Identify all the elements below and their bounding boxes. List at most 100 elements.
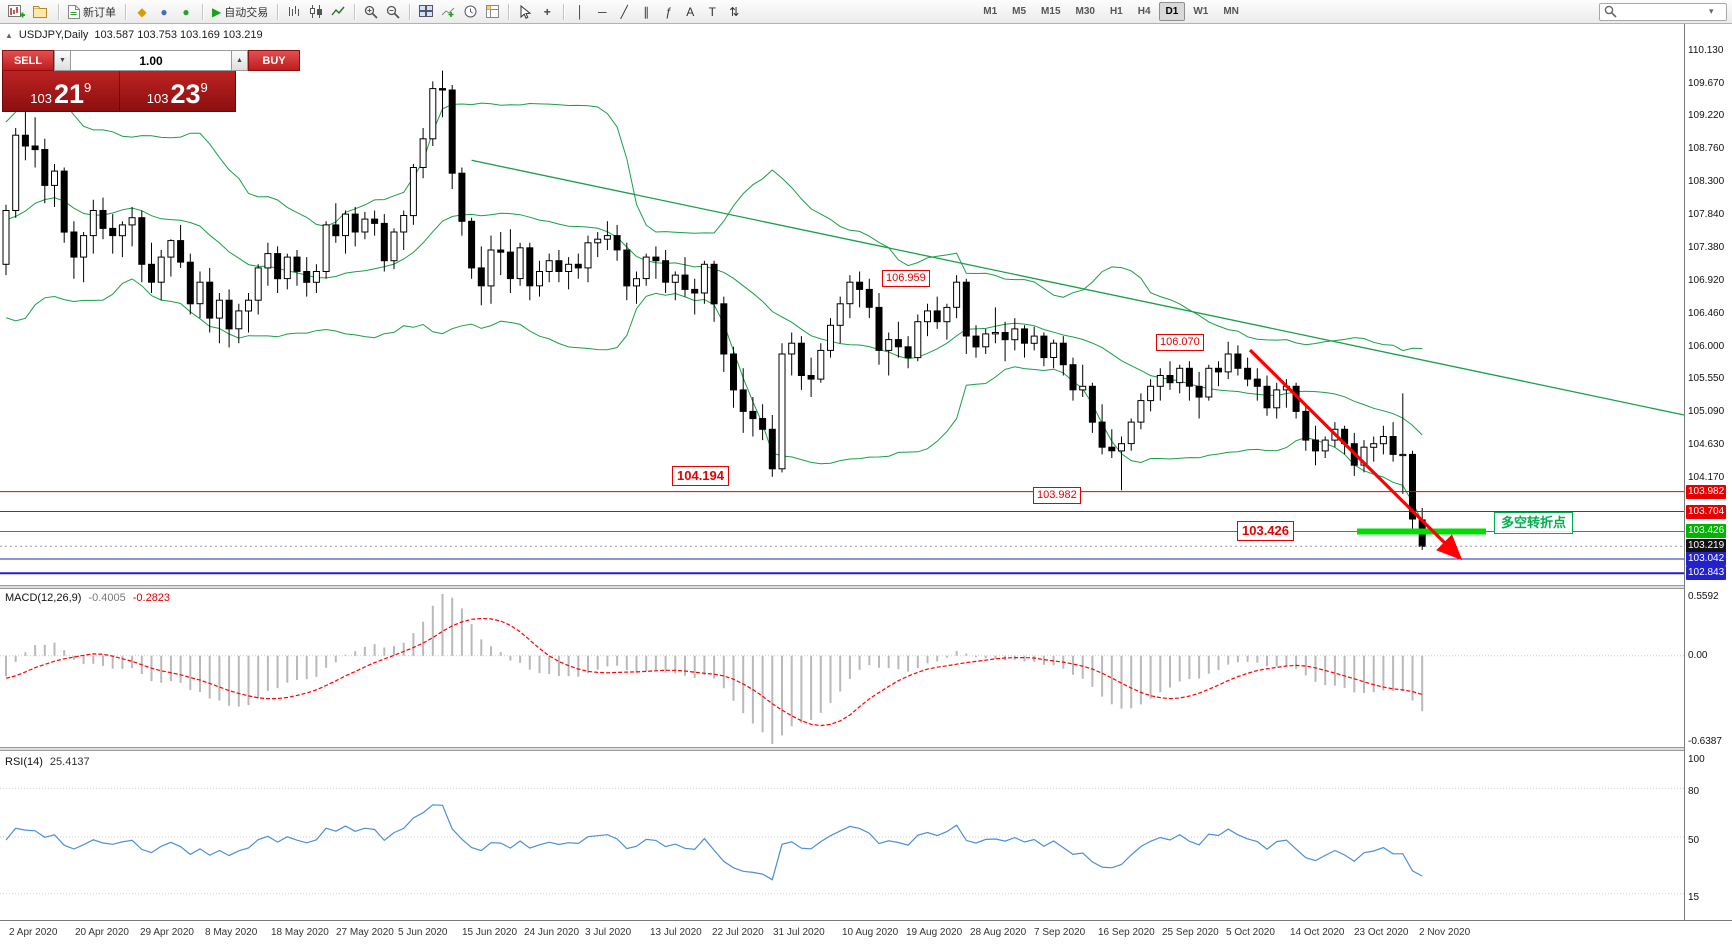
sell-button[interactable]: SELL: [2, 50, 54, 71]
volume-decrease-button[interactable]: ▼: [54, 50, 71, 71]
crosshair-tool-button[interactable]: +: [543, 4, 551, 19]
zoom-in-icon: [365, 5, 378, 19]
time-axis-label: 19 Aug 2020: [906, 927, 963, 938]
time-axis-label: 7 Sep 2020: [1034, 927, 1086, 938]
timeframe-button-w1[interactable]: W1: [1193, 6, 1209, 17]
price-callout-label[interactable]: 103.982: [1033, 487, 1081, 504]
price-axis-tick: 110.130: [1688, 44, 1724, 56]
ask-price-display[interactable]: 103 23 9: [120, 71, 236, 111]
time-axis-label: 5 Oct 2020: [1226, 927, 1275, 938]
templates-button[interactable]: [482, 2, 502, 22]
toolbar-separator: [202, 3, 203, 20]
price-callout-label[interactable]: 106.959: [882, 270, 930, 287]
price-axis-tick: 105.550: [1688, 373, 1725, 385]
ohlc-values: 103.587 103.753 103.169 103.219: [94, 29, 263, 41]
time-axis-label: 18 May 2020: [271, 927, 329, 938]
profiles-folder-icon: [33, 5, 47, 18]
new-order-button[interactable]: 新订单: [65, 2, 119, 22]
new-chart-button[interactable]: [5, 2, 28, 22]
timeframe-button-h1[interactable]: H1: [1109, 6, 1123, 17]
timeframe-button-m1[interactable]: M1: [983, 6, 998, 17]
timeframe-button-m5[interactable]: M5: [1012, 6, 1027, 17]
tile-windows-icon: [419, 5, 434, 17]
time-axis-label: 29 Apr 2020: [140, 927, 194, 938]
text-tool-button[interactable]: A: [686, 4, 695, 19]
price-axis-tick: 0.5592: [1688, 591, 1719, 602]
price-axis-badge: 103.042: [1686, 552, 1727, 566]
time-axis-label: 3 Jul 2020: [585, 927, 632, 938]
bid-pips: 21: [53, 79, 84, 109]
price-axis-badge: 103.982: [1686, 484, 1727, 499]
label-tool-button[interactable]: T: [708, 4, 716, 19]
bar-chart-mode-button[interactable]: [284, 2, 304, 22]
indicators-icon: [441, 7, 455, 17]
price-axis-tick: 106.920: [1688, 274, 1725, 286]
candlestick-mode-button[interactable]: [306, 2, 326, 22]
symbol-search-box[interactable]: ▾: [1599, 2, 1727, 21]
macd-indicator-label: MACD(12,26,9) -0.4005 -0.2823: [5, 592, 170, 604]
macd-panel[interactable]: [0, 589, 1684, 747]
price-callout-label[interactable]: 106.070: [1156, 334, 1204, 351]
price-callout-label[interactable]: 103.426: [1237, 521, 1294, 541]
macd-panel-splitter[interactable]: [0, 585, 1732, 589]
time-axis-label: 13 Jul 2020: [650, 927, 702, 938]
time-axis-label: 5 Jun 2020: [398, 927, 448, 938]
play-icon: ▶: [212, 4, 222, 19]
arrows-tool-button[interactable]: ⇅: [729, 4, 740, 19]
time-axis-label: 24 Jun 2020: [524, 927, 580, 938]
timeframe-button-m15[interactable]: M15: [1041, 6, 1061, 17]
periods-button[interactable]: [460, 2, 480, 22]
zoom-in-button[interactable]: [361, 2, 381, 22]
volume-increase-button[interactable]: ▲: [231, 50, 248, 71]
macd-main-value: -0.4005: [88, 592, 126, 604]
fibonacci-tool-button[interactable]: ƒ: [664, 4, 672, 19]
price-axis-tick: 106.460: [1688, 307, 1725, 319]
time-axis-label: 15 Jun 2020: [462, 927, 518, 938]
timeframe-button-m30[interactable]: M30: [1075, 6, 1095, 17]
price-axis-tick: 108.300: [1688, 175, 1725, 187]
tile-windows-button[interactable]: [416, 2, 436, 22]
turning-point-note[interactable]: 多空转折点: [1494, 512, 1574, 534]
price-axis-tick: -0.6387: [1688, 736, 1722, 747]
buy-button[interactable]: BUY: [248, 50, 300, 71]
timeframe-button-h4[interactable]: H4: [1137, 6, 1151, 17]
chevron-down-icon[interactable]: ▾: [1709, 6, 1714, 16]
search-icon: [1604, 5, 1617, 18]
time-axis[interactable]: 2 Apr 2020 20 Apr 2020 29 Apr 2020 8 May 20…: [0, 920, 1732, 947]
search-input[interactable]: [1620, 5, 1706, 18]
market-watch-button[interactable]: ◆: [137, 4, 147, 19]
main-chart-panel[interactable]: [0, 24, 1684, 585]
indicators-button[interactable]: [438, 2, 458, 22]
collapse-trade-panel-arrow[interactable]: ▲: [5, 30, 13, 40]
channel-tool-button[interactable]: ∥: [643, 4, 650, 19]
chart-profiles-button[interactable]: [30, 2, 52, 22]
price-axis-tick: 104.170: [1688, 472, 1725, 484]
bid-price-display[interactable]: 103 21 9: [3, 71, 120, 111]
timeframe-button-d1[interactable]: D1: [1158, 2, 1186, 21]
toolbar-separator: [125, 3, 126, 20]
vertical-line-tool-button[interactable]: │: [576, 4, 584, 19]
line-chart-mode-button[interactable]: [328, 2, 348, 22]
autotrade-button[interactable]: ▶ 自动交易: [209, 2, 271, 22]
zoom-out-button[interactable]: [383, 2, 403, 22]
symbol-period-label: USDJPY,Daily: [18, 29, 89, 41]
time-axis-label: 2 Apr 2020: [9, 927, 58, 938]
timeframe-button-mn[interactable]: MN: [1223, 6, 1239, 17]
data-window-button[interactable]: ●: [160, 4, 168, 19]
price-callout-label[interactable]: 104.194: [672, 466, 729, 486]
chart-title: ▲ USDJPY,Daily 103.587 103.753 103.169 1…: [5, 29, 263, 41]
horizontal-line-tool-button[interactable]: ─: [597, 4, 607, 19]
time-axis-label: 2 Nov 2020: [1419, 927, 1471, 938]
toolbar-separator: [277, 3, 279, 20]
volume-input[interactable]: [71, 50, 231, 71]
time-axis-label: 8 May 2020: [205, 927, 258, 938]
navigator-button[interactable]: ●: [182, 4, 190, 19]
macd-name: MACD(12,26,9): [5, 592, 82, 604]
rsi-panel[interactable]: [0, 752, 1684, 920]
candlestick-icon: [310, 5, 323, 18]
rsi-panel-splitter[interactable]: [0, 747, 1732, 751]
cursor-tool-button[interactable]: [515, 2, 535, 22]
price-axis[interactable]: 110.130 109.670 109.220 108.760 108.300 107.8…: [1684, 24, 1732, 947]
time-axis-label: 10 Aug 2020: [842, 927, 899, 938]
trendline-tool-button[interactable]: ╱: [620, 4, 628, 19]
